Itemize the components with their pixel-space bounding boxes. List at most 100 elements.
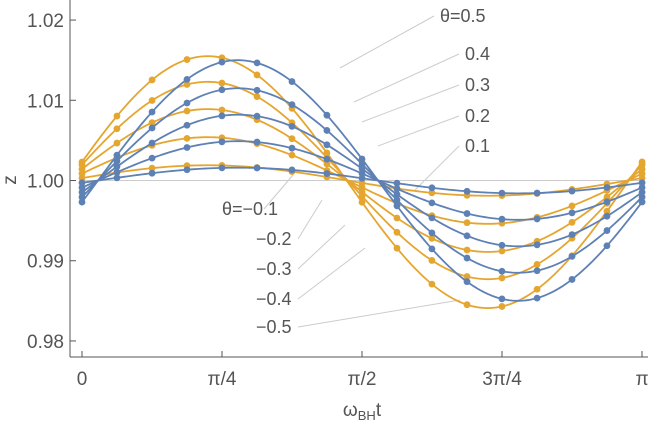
data-point [148, 169, 156, 177]
data-point [323, 111, 331, 119]
label-leader [297, 247, 366, 300]
data-point [428, 234, 436, 242]
data-point [253, 93, 261, 100]
data-point [323, 141, 331, 149]
data-point [358, 179, 366, 187]
data-point [393, 185, 401, 193]
data-point [603, 207, 611, 215]
data-point [498, 274, 506, 282]
data-point [533, 241, 541, 249]
label-leader [361, 84, 460, 123]
data-point [428, 257, 436, 264]
series-label: 0.1 [465, 136, 490, 156]
data-point [638, 179, 646, 187]
data-point [463, 219, 471, 227]
series-label: 0.2 [465, 106, 490, 126]
data-point [638, 174, 646, 182]
x-tick-label: 3π/4 [482, 369, 522, 390]
data-point [533, 285, 541, 293]
data-point [358, 155, 366, 163]
label-leader-layer [263, 15, 461, 328]
x-tick-label: π [635, 369, 648, 390]
data-point [253, 86, 261, 94]
data-point [393, 190, 401, 198]
data-point [148, 97, 156, 104]
label-leader [414, 145, 460, 191]
data-point [358, 198, 366, 206]
data-point [183, 134, 191, 142]
data-point [463, 254, 471, 262]
data-point [218, 164, 226, 172]
data-point [568, 231, 576, 238]
data-point [113, 125, 121, 133]
data-point [288, 135, 296, 143]
series-label-layer: θ=0.5 0.4 0.3 0.2 0.1 θ=−0.1 −0.2 −0.3 −0.4 −0.5 [222, 6, 490, 337]
y-tick-label: 0.98 [27, 332, 64, 353]
data-point [253, 164, 261, 172]
data-point [568, 252, 576, 260]
data-point [253, 71, 261, 79]
data-point [113, 174, 121, 182]
data-point [148, 124, 156, 132]
data-point [498, 215, 506, 223]
data-point [253, 138, 261, 146]
data-point [113, 163, 121, 171]
data-point [288, 78, 296, 85]
data-point [533, 215, 541, 223]
data-point [323, 170, 331, 177]
data-point [463, 278, 471, 286]
data-point [218, 138, 226, 146]
data-point [463, 273, 471, 280]
data-point [463, 246, 471, 254]
data-point [288, 123, 296, 130]
label-leader [297, 199, 323, 240]
data-point [533, 189, 541, 197]
data-point [463, 187, 471, 195]
data-point [183, 166, 191, 174]
data-point [568, 218, 576, 226]
data-point [183, 56, 191, 63]
series-label: θ=0.5 [440, 6, 486, 26]
series-label: −0.4 [256, 289, 292, 309]
data-point [568, 209, 576, 217]
data-point [113, 151, 121, 159]
series-10 [78, 58, 646, 303]
data-point [183, 99, 191, 107]
series-label: −0.5 [256, 317, 292, 337]
series-label: 0.4 [465, 44, 490, 64]
label-leader [339, 15, 435, 69]
data-point [113, 157, 121, 165]
data-point [603, 193, 611, 201]
data-point [288, 101, 296, 109]
series-label: 0.3 [465, 75, 490, 95]
data-point [498, 303, 506, 310]
label-leader [353, 53, 460, 103]
data-point [323, 155, 331, 163]
data-point [148, 108, 156, 116]
data-point [498, 267, 506, 275]
data-point [113, 168, 121, 176]
data-point [288, 144, 296, 152]
data-point [568, 202, 576, 210]
data-point [393, 228, 401, 236]
data-point [323, 127, 331, 134]
data-point [358, 170, 366, 177]
data-point [78, 184, 86, 191]
data-point [183, 107, 191, 115]
data-point [323, 160, 331, 168]
y-tick-label: 0.99 [27, 252, 64, 273]
data-point [533, 294, 541, 302]
data-point [498, 295, 506, 303]
data-point [113, 112, 121, 120]
data-point [603, 212, 611, 220]
data-point [218, 58, 226, 66]
data-point [393, 214, 401, 222]
data-point [253, 59, 261, 67]
data-point [148, 76, 156, 84]
data-point [288, 166, 296, 174]
data-point [78, 198, 86, 206]
data-point [218, 86, 226, 94]
data-point [638, 193, 646, 201]
data-point [218, 112, 226, 120]
data-point [183, 75, 191, 83]
